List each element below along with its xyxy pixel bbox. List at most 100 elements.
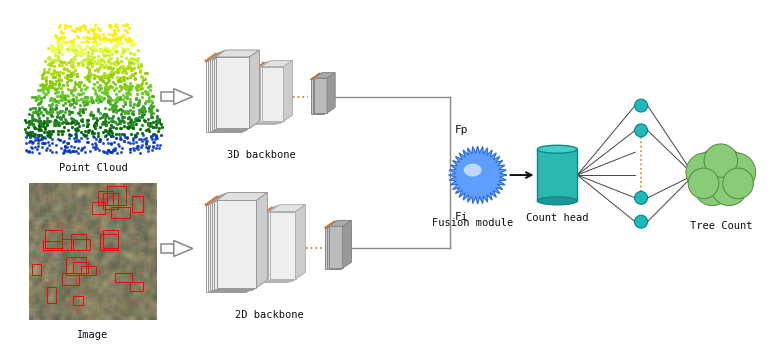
- Point: [142, 84, 154, 90]
- Point: [110, 43, 122, 49]
- Point: [116, 63, 128, 69]
- Point: [104, 125, 116, 131]
- Point: [112, 66, 125, 71]
- Bar: [209, 59, 243, 131]
- Point: [136, 109, 149, 115]
- Circle shape: [634, 124, 648, 137]
- Bar: [263, 214, 290, 282]
- Point: [144, 106, 156, 112]
- Point: [25, 149, 38, 155]
- Point: [72, 49, 84, 55]
- Point: [106, 106, 119, 112]
- Point: [126, 72, 138, 77]
- Point: [93, 136, 105, 142]
- Polygon shape: [270, 204, 306, 212]
- Point: [58, 139, 70, 144]
- Point: [33, 132, 45, 138]
- Point: [93, 76, 105, 82]
- Polygon shape: [250, 195, 261, 291]
- Point: [132, 97, 145, 103]
- Point: [74, 27, 86, 32]
- Point: [114, 75, 126, 81]
- Point: [38, 69, 50, 75]
- Point: [98, 111, 110, 117]
- Point: [22, 132, 34, 138]
- Point: [111, 74, 123, 80]
- Point: [77, 131, 89, 137]
- Point: [31, 95, 43, 101]
- Point: [73, 138, 85, 144]
- Point: [121, 83, 133, 89]
- Point: [89, 122, 102, 127]
- Point: [79, 35, 92, 41]
- Point: [131, 84, 143, 90]
- Polygon shape: [266, 206, 302, 213]
- Point: [67, 59, 79, 65]
- Point: [83, 69, 95, 75]
- Point: [151, 108, 163, 113]
- Point: [106, 147, 119, 153]
- Point: [108, 61, 120, 67]
- Point: [62, 68, 75, 74]
- Point: [65, 63, 77, 69]
- Point: [136, 113, 149, 119]
- Point: [129, 145, 142, 150]
- Point: [42, 84, 55, 90]
- Point: [32, 126, 45, 131]
- Point: [92, 35, 105, 40]
- Point: [68, 117, 80, 123]
- Point: [117, 66, 129, 72]
- Point: [46, 83, 59, 89]
- Point: [36, 82, 49, 88]
- Point: [75, 87, 87, 93]
- Point: [142, 120, 154, 126]
- Point: [62, 77, 75, 83]
- Point: [82, 52, 94, 58]
- Polygon shape: [290, 207, 300, 282]
- Point: [30, 98, 42, 103]
- Point: [104, 24, 116, 30]
- Point: [70, 53, 82, 58]
- Point: [75, 96, 88, 102]
- Point: [142, 91, 154, 97]
- Point: [22, 120, 35, 126]
- Point: [104, 73, 116, 79]
- Point: [52, 99, 64, 105]
- Point: [73, 91, 85, 97]
- Point: [115, 53, 127, 59]
- Point: [26, 112, 38, 118]
- Point: [100, 111, 112, 116]
- Point: [88, 134, 100, 140]
- Point: [79, 149, 91, 154]
- Polygon shape: [276, 63, 286, 124]
- Point: [121, 124, 133, 130]
- Polygon shape: [282, 61, 291, 122]
- Point: [127, 122, 139, 128]
- Point: [52, 69, 64, 75]
- Point: [94, 82, 106, 87]
- Point: [97, 112, 109, 117]
- Point: [42, 110, 54, 116]
- Point: [85, 109, 97, 114]
- Point: [112, 115, 124, 121]
- Point: [107, 102, 119, 108]
- Point: [110, 49, 122, 55]
- Point: [119, 47, 131, 53]
- Point: [69, 131, 81, 137]
- Point: [145, 107, 157, 113]
- Point: [92, 134, 104, 139]
- Point: [138, 107, 150, 113]
- Point: [99, 85, 112, 91]
- Point: [136, 95, 149, 100]
- Point: [103, 94, 116, 100]
- Point: [119, 70, 132, 76]
- Point: [70, 33, 82, 39]
- Point: [126, 67, 139, 73]
- Point: [46, 140, 59, 146]
- Point: [50, 102, 62, 108]
- Polygon shape: [326, 222, 348, 228]
- Point: [132, 100, 145, 106]
- Point: [112, 120, 125, 126]
- Point: [111, 36, 123, 42]
- Point: [62, 147, 75, 152]
